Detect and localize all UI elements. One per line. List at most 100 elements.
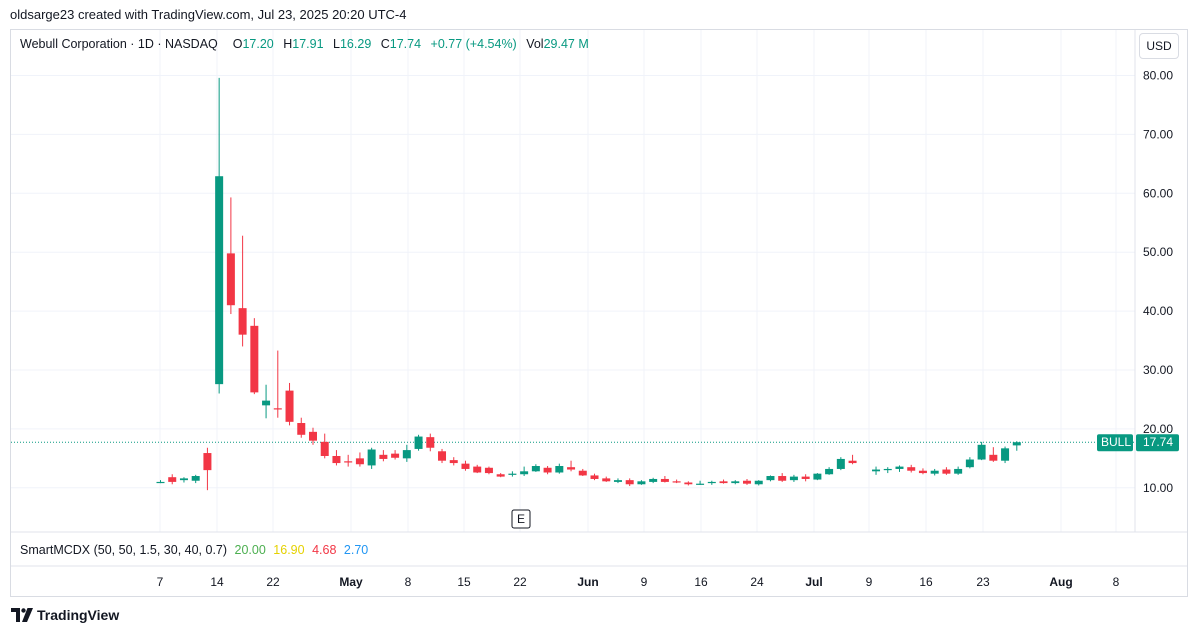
symbol-name[interactable]: Webull Corporation · 1D · NASDAQ	[20, 37, 218, 51]
candle[interactable]	[567, 460, 576, 472]
candle[interactable]	[402, 444, 411, 462]
candle-body	[215, 176, 224, 385]
candle[interactable]	[918, 468, 927, 475]
candle[interactable]	[696, 480, 705, 485]
candle[interactable]	[484, 466, 493, 475]
candle[interactable]	[414, 434, 423, 451]
candle[interactable]	[1001, 446, 1010, 464]
candle[interactable]	[238, 235, 247, 347]
candle[interactable]	[168, 474, 177, 485]
candle[interactable]	[308, 427, 317, 445]
tradingview-logo[interactable]: TradingView	[11, 607, 119, 623]
candle[interactable]	[320, 433, 329, 459]
candle[interactable]	[344, 454, 353, 467]
candle-body	[836, 458, 845, 469]
candle[interactable]	[426, 433, 435, 452]
candle[interactable]	[508, 471, 517, 477]
candle[interactable]	[297, 417, 306, 438]
candle-body	[602, 478, 611, 482]
candle[interactable]	[954, 466, 963, 475]
candle-body	[754, 480, 763, 485]
candle[interactable]	[496, 473, 505, 478]
candle[interactable]	[226, 197, 235, 315]
candle[interactable]	[637, 480, 646, 485]
candle[interactable]	[578, 468, 587, 477]
candle[interactable]	[977, 441, 986, 461]
candle[interactable]	[449, 457, 458, 466]
candle[interactable]	[520, 466, 529, 477]
candle[interactable]	[907, 464, 916, 473]
candle[interactable]	[778, 473, 787, 482]
candle[interactable]	[965, 457, 974, 469]
candle[interactable]	[813, 473, 822, 481]
candle-body	[414, 436, 423, 449]
candle-body	[1001, 448, 1010, 461]
candle[interactable]	[649, 477, 658, 484]
candle-body	[637, 481, 646, 485]
candle[interactable]	[872, 466, 881, 475]
candle[interactable]	[684, 481, 693, 486]
candle[interactable]	[262, 384, 271, 419]
earnings-marker[interactable]: E	[511, 509, 531, 529]
candle[interactable]	[613, 478, 622, 484]
candle[interactable]	[355, 452, 364, 467]
candle[interactable]	[191, 474, 200, 484]
candle-body	[402, 450, 411, 459]
indicator-name: SmartMCDX (50, 50, 1.5, 30, 40, 0.7)	[20, 543, 228, 557]
candle-body	[250, 325, 259, 393]
ticker-tag-text: BULL	[1101, 435, 1131, 449]
candle[interactable]	[719, 479, 728, 484]
candle[interactable]	[743, 478, 751, 485]
candle[interactable]	[801, 474, 810, 482]
candle-body	[789, 476, 798, 481]
candle-body	[696, 483, 705, 485]
candle[interactable]	[285, 382, 294, 426]
candle-body	[731, 481, 740, 484]
candle[interactable]	[895, 465, 904, 472]
candle[interactable]	[707, 480, 716, 485]
candle[interactable]	[989, 447, 998, 462]
candle[interactable]	[766, 475, 775, 482]
candle-body	[473, 466, 482, 473]
candle[interactable]	[825, 467, 834, 475]
candle[interactable]	[930, 468, 939, 476]
candle[interactable]	[473, 464, 482, 474]
candle[interactable]	[836, 457, 845, 471]
indicator-legend[interactable]: SmartMCDX (50, 50, 1.5, 30, 40, 0.7) 20.…	[20, 543, 372, 557]
candle[interactable]	[672, 479, 681, 484]
candle[interactable]	[438, 448, 447, 464]
candle[interactable]	[625, 478, 634, 487]
candle[interactable]	[602, 476, 611, 482]
candle[interactable]	[590, 473, 599, 481]
candle[interactable]	[156, 480, 165, 484]
candle[interactable]	[1012, 441, 1021, 451]
candle[interactable]	[332, 450, 341, 466]
candle[interactable]	[379, 450, 388, 462]
currency-button[interactable]: USD	[1139, 33, 1179, 59]
x-tick-label: Aug	[1049, 575, 1072, 589]
candle[interactable]	[203, 447, 212, 491]
candle-body	[590, 475, 599, 479]
candle[interactable]	[731, 480, 740, 485]
candle[interactable]	[367, 447, 376, 469]
y-tick-label: 10.00	[1143, 481, 1173, 495]
candle[interactable]	[543, 466, 552, 475]
low-value: 16.29	[339, 37, 372, 51]
candle[interactable]	[942, 467, 951, 475]
candle[interactable]	[391, 450, 400, 460]
candle[interactable]	[215, 77, 224, 394]
candle[interactable]	[789, 474, 798, 482]
candle[interactable]	[883, 467, 892, 474]
candle[interactable]	[273, 350, 282, 418]
candle[interactable]	[531, 464, 540, 472]
last-price-tag-text: 17.74	[1143, 435, 1173, 449]
candle[interactable]	[461, 460, 470, 471]
candle[interactable]	[660, 476, 669, 483]
y-tick-label: 20.00	[1143, 422, 1173, 436]
candle[interactable]	[848, 454, 857, 465]
candle[interactable]	[179, 477, 188, 483]
candle[interactable]	[250, 318, 259, 395]
candle[interactable]	[555, 463, 564, 474]
candle[interactable]	[754, 480, 763, 486]
